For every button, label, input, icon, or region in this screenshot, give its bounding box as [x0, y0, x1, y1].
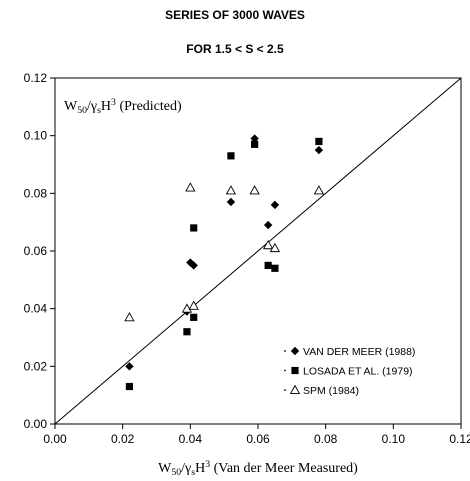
square-point — [251, 140, 259, 148]
legend-marker — [291, 366, 299, 375]
y-tick-label: 0.04 — [24, 302, 48, 316]
triangle-point — [313, 185, 325, 195]
y-tick-label: 0.00 — [24, 417, 48, 431]
triangle-point — [262, 239, 274, 250]
square-point — [315, 137, 323, 146]
legend-label: LOSADA ET AL. (1979) — [303, 366, 413, 378]
chart-title: SERIES OF 3000 WAVES — [165, 8, 305, 22]
diamond-point — [250, 134, 259, 143]
square-point — [227, 152, 235, 160]
square-point — [125, 382, 134, 391]
legend-marker — [290, 346, 300, 356]
x-tick-label: 0.00 — [43, 432, 67, 446]
legend-marker — [289, 384, 301, 394]
x-tick-label: 0.12 — [449, 432, 470, 446]
x-axis-label: W50/γsH3 (Van der Meer Measured) — [158, 459, 358, 478]
chart-subtitle: FOR 1.5 < S < 2.5 — [186, 42, 284, 56]
legend-dot — [284, 389, 286, 391]
legend-dot — [284, 369, 286, 372]
diamond-point — [314, 145, 324, 155]
y-tick-label: 0.08 — [24, 186, 48, 200]
y-axis-label: W50/γsH3 (Predicted) — [64, 97, 182, 116]
y-tick-label: 0.06 — [24, 244, 48, 258]
square-point — [190, 224, 198, 232]
triangle-point — [225, 185, 237, 195]
diamond-point — [263, 220, 273, 230]
triangle-point — [185, 182, 196, 192]
y-tick-label: 0.02 — [24, 359, 48, 373]
legend-dot — [284, 350, 286, 352]
legend-label: SPM (1984) — [303, 385, 359, 397]
triangle-point — [124, 311, 135, 322]
legend-label: VAN DER MEER (1988) — [303, 346, 415, 358]
square-point — [271, 264, 279, 272]
diamond-point — [125, 362, 134, 371]
triangle-point — [249, 185, 260, 195]
square-point — [264, 261, 272, 270]
x-tick-label: 0.10 — [382, 432, 406, 446]
diamond-point — [226, 197, 236, 207]
x-tick-label: 0.06 — [246, 432, 270, 446]
y-tick-label: 0.12 — [24, 71, 48, 85]
diamond-point — [270, 200, 280, 210]
y-tick-label: 0.10 — [24, 129, 48, 143]
legend: VAN DER MEER (1988) LOSADA ET AL. (1979) S… — [284, 346, 415, 397]
square-point — [190, 313, 198, 321]
triangle-point — [269, 242, 281, 253]
triangle-point — [181, 303, 193, 313]
square-point — [183, 328, 191, 336]
x-tick-label: 0.02 — [111, 432, 135, 446]
triangle-point — [188, 300, 199, 310]
diamond-point — [189, 261, 198, 270]
x-tick-label: 0.04 — [179, 432, 203, 446]
reference-line-y-equals-x — [54, 77, 462, 425]
x-tick-label: 0.08 — [314, 432, 338, 446]
